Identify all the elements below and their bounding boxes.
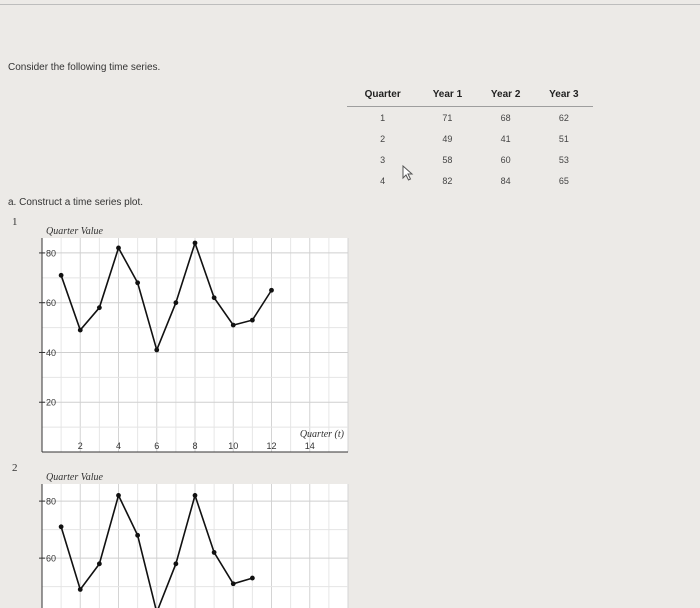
table-cell: 60 (500, 154, 511, 165)
data-point (77, 327, 83, 333)
y-tick-label: 80 (46, 497, 56, 507)
table-row: 2 49 41 51 (347, 128, 593, 149)
x-tick-label: 10 (228, 441, 238, 451)
mouse-cursor-icon (402, 164, 414, 186)
x-tick-label: 2 (78, 441, 83, 451)
data-point (269, 287, 274, 293)
data-point (211, 550, 217, 555)
x-tick-label: 14 (305, 441, 315, 451)
data-point (211, 295, 217, 301)
table-cell: 71 (442, 112, 453, 123)
data-point (77, 587, 83, 592)
option-number-1: 1 (12, 216, 18, 228)
data-table: Quarter Year 1 Year 2 Year 3 1 71 68 62 … (347, 86, 593, 191)
table-row: 3 58 60 53 (347, 149, 593, 170)
data-point (58, 524, 64, 530)
table-cell: 62 (558, 112, 569, 123)
x-axis-label: Quarter (t) (300, 429, 345, 440)
table-cell: 68 (500, 112, 511, 123)
data-point (135, 280, 141, 286)
column-header: Quarter (347, 86, 419, 107)
time-series-plot-option-1[interactable]: 80 60 40 20 Quarter Value 2 4 6 8 10 12 14 Quarter (… (30, 222, 352, 454)
data-point (230, 322, 236, 328)
top-divider (0, 4, 700, 5)
y-tick-label: 60 (46, 554, 56, 564)
data-point (173, 300, 179, 306)
table-cell: 65 (558, 175, 569, 186)
column-header: Year 1 (418, 86, 477, 107)
data-point (173, 561, 179, 567)
table-cell: 2 (380, 133, 386, 144)
series-line (60, 240, 273, 353)
table-header-row: Quarter Year 1 Year 2 Year 3 (347, 86, 593, 107)
y-tick-label: 40 (46, 348, 56, 358)
y-tick-label: 80 (46, 248, 56, 258)
table-cell: 3 (380, 154, 386, 165)
table-cell: 82 (442, 175, 453, 186)
table-row: 4 82 84 65 (347, 170, 593, 191)
data-point (192, 240, 198, 246)
data-point (96, 561, 102, 567)
y-axis-label: Quarter Value (46, 472, 104, 483)
table-cell: 49 (442, 133, 453, 144)
table-cell: 4 (380, 175, 386, 186)
time-series-plot-option-2[interactable]: 806040Quarter Value (30, 468, 352, 608)
option-number-2: 2 (12, 462, 18, 474)
table-row: 1 71 68 62 (347, 107, 593, 129)
intro-text: Consider the following time series. (8, 62, 161, 73)
data-point (135, 532, 141, 538)
data-point (230, 581, 236, 587)
table-cell: 58 (442, 154, 453, 165)
column-header: Year 3 (534, 86, 593, 107)
x-tick-label: 12 (266, 441, 276, 451)
y-tick-label: 60 (46, 298, 56, 308)
data-point (249, 575, 255, 581)
table-cell: 1 (380, 112, 386, 123)
data-point (192, 493, 198, 498)
x-tick-label: 8 (192, 441, 197, 451)
data-point (116, 245, 121, 251)
data-point (154, 347, 160, 353)
y-axis-label: Quarter Value (46, 226, 104, 237)
table-cell: 51 (558, 133, 569, 144)
question-part-a: a. Construct a time series plot. (8, 197, 144, 208)
data-point (116, 493, 121, 498)
table-cell: 84 (500, 175, 511, 186)
table-cell: 41 (500, 133, 511, 144)
table-cell: 53 (558, 154, 569, 165)
series-line (60, 492, 253, 608)
data-point (96, 305, 102, 311)
data-point (249, 317, 255, 323)
x-tick-label: 6 (154, 441, 159, 451)
x-tick-label: 4 (116, 441, 121, 451)
column-header: Year 2 (476, 86, 535, 107)
y-tick-label: 20 (46, 398, 56, 408)
data-point (58, 272, 64, 278)
